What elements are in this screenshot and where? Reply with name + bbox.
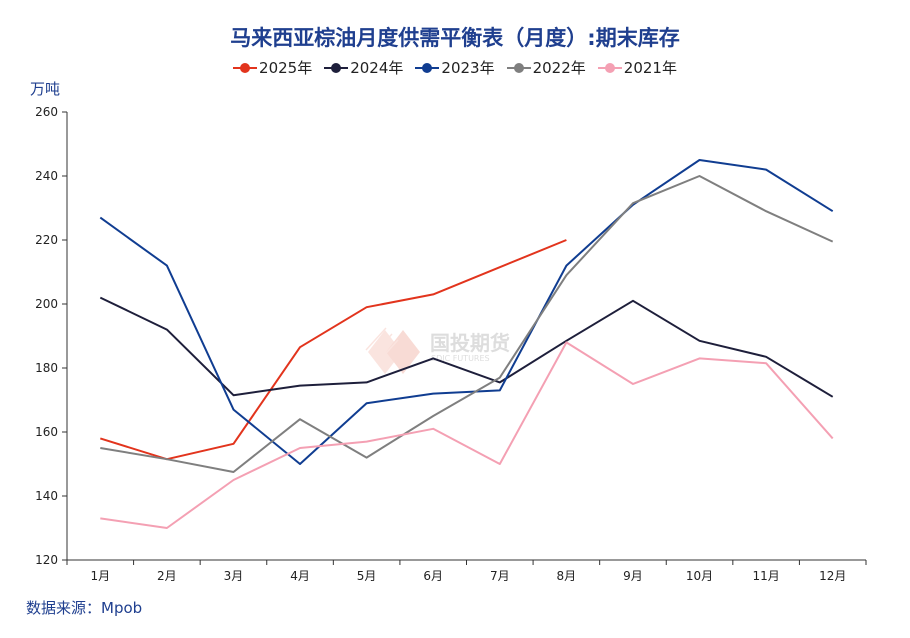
chart-legend: 2025年 2024年 2023年 2022年 2021年 — [0, 57, 910, 78]
legend-item-2023: 2023年 — [415, 57, 495, 78]
data-source: 数据来源：Mpob — [26, 599, 143, 617]
series-lines — [99, 159, 834, 529]
series-line-2025 — [100, 239, 567, 461]
y-tick-label: 140 — [35, 489, 58, 503]
axes: 120 140 160 180 200 220 240 260 1月 2月 3月 4月 5月 6月 7月 8月… — [35, 105, 867, 583]
y-tick-label: 160 — [35, 425, 58, 439]
x-tick-label: 12月 — [819, 569, 846, 583]
y-tick-label: 200 — [35, 297, 58, 311]
series-line-2022 — [100, 175, 834, 473]
legend-label-2025: 2025年 — [259, 59, 313, 77]
x-tick-label: 11月 — [752, 569, 779, 583]
x-tick-label: 8月 — [557, 569, 577, 583]
y-axis-unit-label: 万吨 — [30, 80, 61, 98]
legend-item-2025: 2025年 — [233, 57, 312, 78]
legend-label-2024: 2024年 — [350, 59, 404, 77]
x-tick-label: 3月 — [224, 569, 244, 583]
x-tick-label: 1月 — [90, 569, 110, 583]
legend-item-2024: 2024年 — [324, 57, 403, 78]
y-tick-label: 260 — [35, 105, 58, 119]
x-tick-label: 4月 — [290, 569, 310, 583]
watermark-logo: 国投期货 SDIC FUTURES — [365, 327, 510, 374]
legend-label-2022: 2022年 — [532, 59, 586, 77]
legend-label-2023: 2023年 — [441, 59, 495, 77]
legend-swatch-2023 — [415, 62, 440, 74]
legend-swatch-2021 — [597, 62, 622, 74]
x-tick-label: 9月 — [623, 569, 643, 583]
watermark-text-en: SDIC FUTURES — [431, 354, 490, 363]
x-tick-label: 6月 — [423, 569, 443, 583]
watermark-text-cn: 国投期货 — [430, 331, 510, 355]
chart-title: 马来西亚棕油月度供需平衡表（月度）:期末库存 — [230, 26, 680, 50]
series-line-2023 — [99, 159, 834, 465]
y-tick-label: 180 — [35, 361, 58, 375]
legend-label-2021: 2021年 — [623, 59, 677, 77]
y-tick-label: 120 — [35, 553, 58, 567]
legend-swatch-2022 — [506, 62, 531, 74]
y-tick-label: 240 — [35, 169, 58, 183]
watermark-icon — [365, 327, 420, 374]
legend-swatch-2024 — [324, 62, 349, 74]
series-line-2021 — [100, 341, 834, 529]
x-tick-label: 2月 — [157, 569, 177, 583]
legend-item-2021: 2021年 — [597, 57, 677, 78]
y-tick-label: 220 — [35, 233, 58, 247]
x-tick-label: 7月 — [490, 569, 510, 583]
x-tick-label: 5月 — [357, 569, 377, 583]
legend-swatch-2025 — [233, 62, 258, 74]
legend-item-2022: 2022年 — [506, 57, 586, 78]
x-tick-label: 10月 — [686, 569, 713, 583]
